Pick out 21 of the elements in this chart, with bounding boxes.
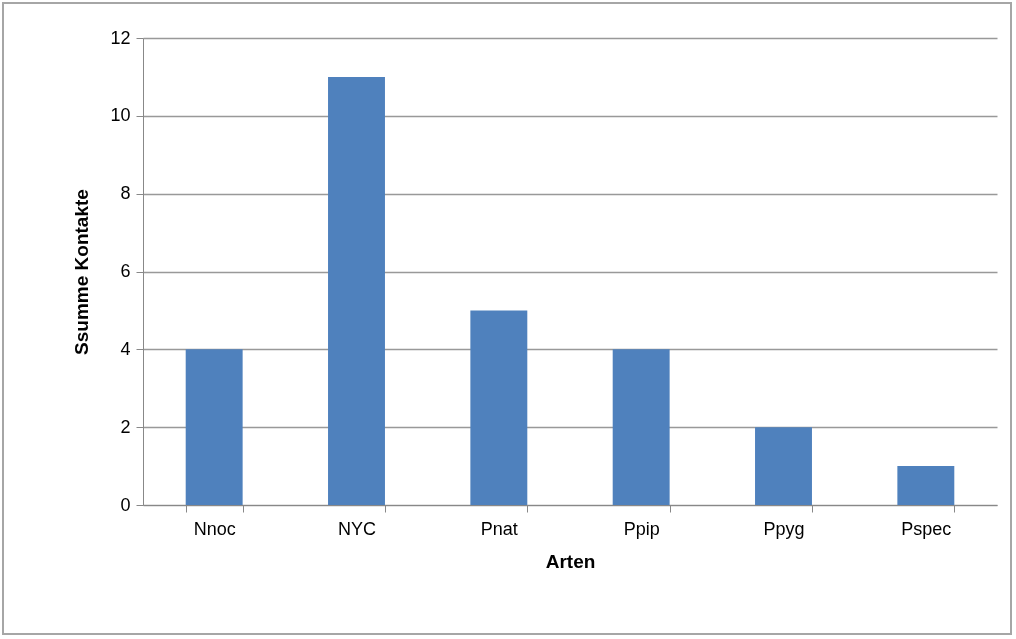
y-tick-label: 4 (120, 338, 131, 359)
bar (897, 466, 955, 505)
x-tick-label: NYC (337, 518, 377, 539)
y-tick-label: 0 (120, 494, 131, 515)
y-tick-label: 8 (120, 183, 131, 204)
x-tick-label: Pspec (901, 518, 952, 539)
y-axis-title: Ssumme Kontakte (71, 189, 93, 355)
bar (328, 76, 385, 505)
x-axis-title: Arten (545, 550, 596, 572)
y-tick-label: 6 (120, 261, 131, 281)
bar (755, 427, 812, 505)
bar (185, 349, 243, 505)
y-tick-label: 10 (110, 105, 131, 126)
bar (470, 310, 528, 505)
bar (612, 349, 670, 505)
x-tick-label: Ppyg (763, 518, 805, 539)
y-tick-label: 2 (120, 416, 131, 437)
x-tick-label: Nnoc (193, 518, 236, 539)
y-tick-label: 12 (110, 27, 131, 48)
x-tick-label: Ppip (623, 518, 660, 539)
x-tick-label: Pnat (480, 518, 518, 539)
